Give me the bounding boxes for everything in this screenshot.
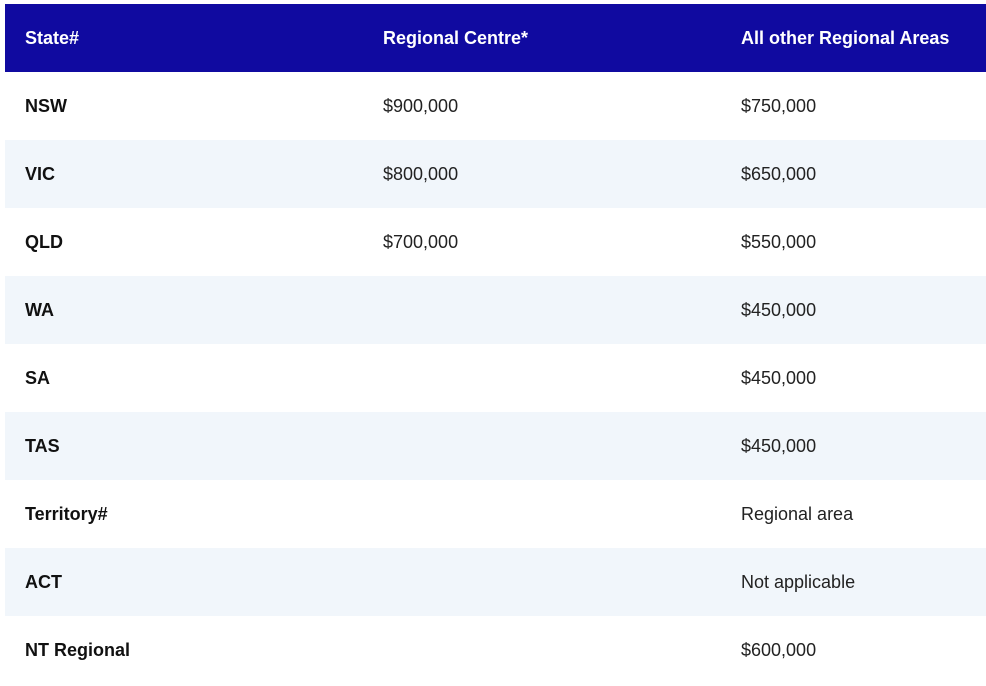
header-other-regional-areas: All other Regional Areas — [741, 27, 950, 48]
price-cap-table: State# Regional Centre* All other Region… — [5, 4, 986, 684]
header-state: State# — [25, 27, 80, 48]
cell-state: QLD — [25, 231, 63, 252]
cell-other-regional: Not applicable — [741, 571, 856, 592]
cell-other-regional: Regional area — [741, 503, 854, 524]
cell-other-regional: $450,000 — [741, 299, 817, 320]
cell-state: ACT — [25, 571, 62, 592]
cell-regional-centre — [363, 480, 721, 548]
cell-regional-centre — [363, 412, 721, 480]
table-row: VIC $800,000 $650,000 — [5, 140, 986, 208]
cell-other-regional: $550,000 — [741, 231, 817, 252]
cell-state: TAS — [25, 435, 60, 456]
cell-state: WA — [25, 299, 54, 320]
cell-regional-centre: $900,000 — [383, 95, 459, 116]
cell-state: NT Regional — [25, 639, 131, 660]
table-row: WA $450,000 — [5, 276, 986, 344]
table-row: Territory# Regional area — [5, 480, 986, 548]
cell-regional-centre: $800,000 — [383, 163, 459, 184]
cell-regional-centre — [363, 616, 721, 684]
cell-state: SA — [25, 367, 51, 388]
cell-state: Territory# — [25, 503, 108, 524]
cell-other-regional: $450,000 — [741, 435, 817, 456]
cell-regional-centre: $700,000 — [383, 231, 459, 252]
table-row: ACT Not applicable — [5, 548, 986, 616]
table-row: NSW $900,000 $750,000 — [5, 72, 986, 140]
cell-state: NSW — [25, 95, 67, 116]
cell-other-regional: $450,000 — [741, 367, 817, 388]
header-regional-centre: Regional Centre* — [383, 27, 529, 48]
cell-regional-centre — [363, 276, 721, 344]
cell-regional-centre — [363, 344, 721, 412]
table-header-row: State# Regional Centre* All other Region… — [5, 4, 986, 72]
table-row: SA $450,000 — [5, 344, 986, 412]
cell-other-regional: $750,000 — [741, 95, 817, 116]
cell-other-regional: $650,000 — [741, 163, 817, 184]
table-row: QLD $700,000 $550,000 — [5, 208, 986, 276]
table-row: NT Regional $600,000 — [5, 616, 986, 684]
cell-regional-centre — [363, 548, 721, 616]
cell-state: VIC — [25, 163, 56, 184]
price-cap-table-container: State# Regional Centre* All other Region… — [5, 4, 986, 684]
table-row: TAS $450,000 — [5, 412, 986, 480]
cell-other-regional: $600,000 — [741, 639, 817, 660]
